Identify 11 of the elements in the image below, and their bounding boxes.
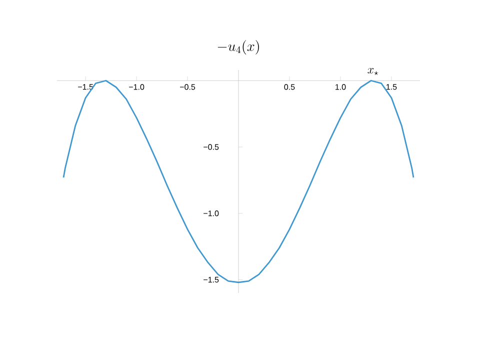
x-tick-label: −1.0: [129, 84, 144, 90]
chart-title: $-u_4(x)$: [218, 40, 259, 54]
x-tick-label: 0.5: [284, 84, 295, 90]
line-series: [62, 80, 414, 284]
x-tick-label: 1.5: [386, 84, 397, 90]
x-tick-label: 1.0: [336, 84, 346, 90]
annotation: $x_\star$: [368, 68, 378, 75]
y-tick-label: −1.0: [204, 210, 219, 216]
y-tick-label: −0.5: [204, 144, 219, 150]
x-tick-label: −0.5: [180, 84, 196, 90]
y-tick-label: −1.5: [204, 276, 219, 283]
